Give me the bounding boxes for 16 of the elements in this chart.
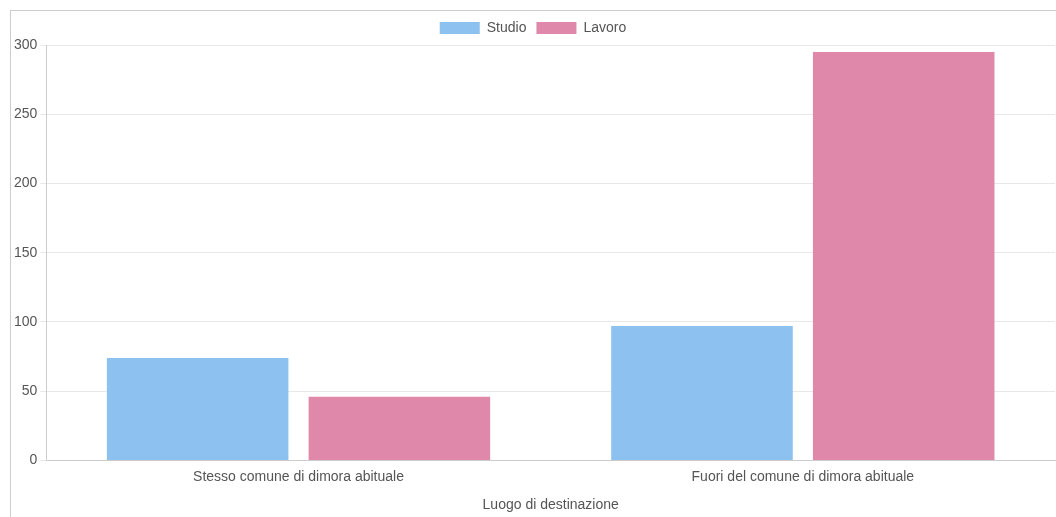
legend-label: Studio: [486, 18, 527, 35]
y-tick-label: 50: [21, 382, 38, 399]
y-tick-label: 0: [29, 451, 38, 468]
x-tick-label: Fuori del comune di dimora abituale: [691, 467, 915, 484]
bar: [308, 396, 491, 460]
bar: [106, 357, 289, 460]
bar: [812, 51, 995, 460]
y-tick-label: 250: [14, 105, 38, 122]
legend-label: Lavoro: [583, 18, 627, 35]
y-tick-label: 100: [14, 312, 38, 329]
x-tick-label: Stesso comune di dimora abituale: [193, 467, 405, 484]
y-tick-label: 300: [14, 35, 38, 52]
y-tick-label: 150: [14, 243, 38, 260]
y-tick-label: 200: [14, 174, 38, 191]
x-axis-title: Luogo di destinazione: [482, 496, 619, 513]
bar: [611, 326, 793, 460]
